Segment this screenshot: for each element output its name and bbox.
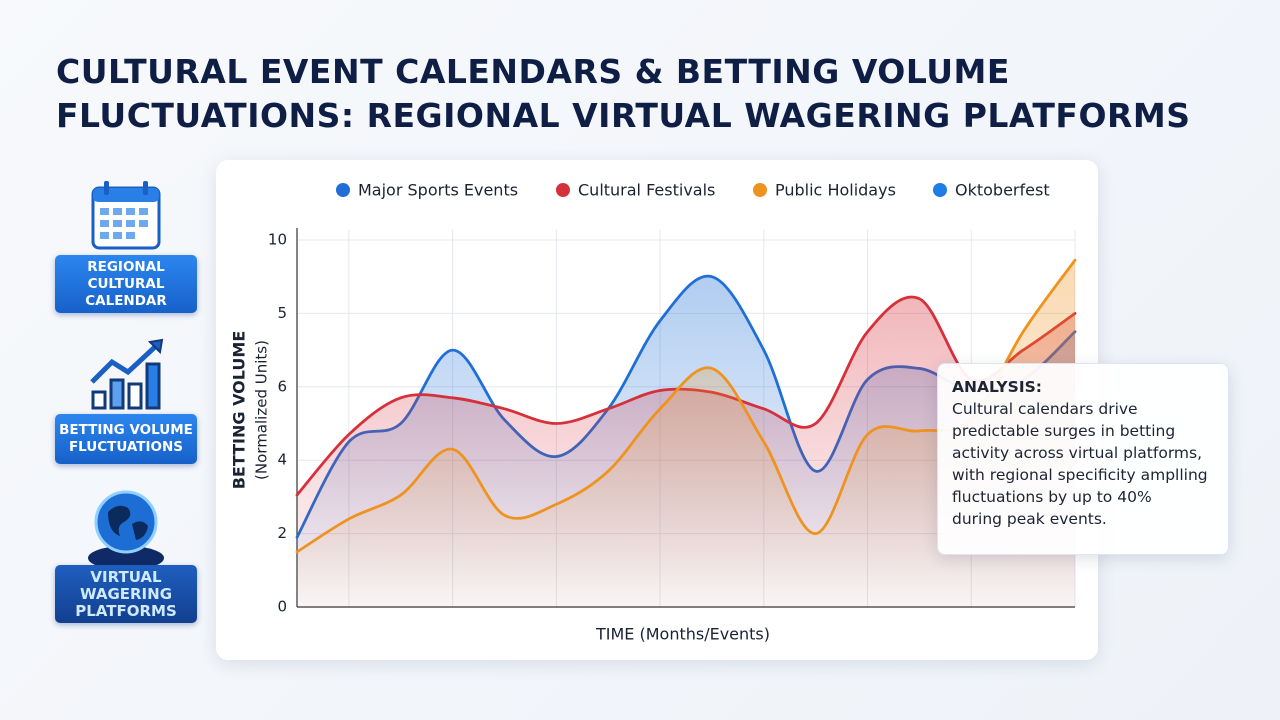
- y-axis-sublabel: (Normalized Units): [253, 340, 271, 480]
- y-tick-label: 4: [277, 451, 287, 469]
- sidebar-label: REGIONAL CULTURAL CALENDAR: [55, 255, 197, 313]
- analysis-line: activity across virtual platforms,: [952, 444, 1203, 462]
- legend-swatch: [556, 183, 570, 197]
- y-tick-label: 0: [277, 598, 287, 616]
- legend-label: Oktoberfest: [955, 181, 1050, 200]
- legend-swatch: [753, 183, 767, 197]
- area: [297, 260, 1075, 607]
- y-tick-label: 5: [277, 304, 287, 322]
- y-tick-label: 10: [268, 231, 287, 249]
- analysis-line: during peak events.: [952, 510, 1107, 528]
- bars-icon: [90, 338, 164, 410]
- sidebar-label: VIRTUAL WAGERING PLATFORMS: [55, 565, 197, 623]
- analysis-line: with regional specificity amplling: [952, 466, 1208, 484]
- analysis-line: Cultural calendars drive: [952, 400, 1138, 418]
- analysis-box: ANALYSIS: Cultural calendars drive predic…: [937, 363, 1229, 555]
- legend-label: Public Holidays: [775, 181, 896, 200]
- legend-label: Cultural Festivals: [578, 181, 715, 200]
- legend-label: Major Sports Events: [358, 181, 518, 200]
- title: CULTURAL EVENT CALENDARS & BETTING VOLUM…: [56, 50, 1191, 138]
- legend-swatch: [933, 183, 947, 197]
- y-axis-label: BETTING VOLUME: [230, 331, 249, 490]
- title-line: CULTURAL EVENT CALENDARS & BETTING VOLUM…: [56, 52, 1010, 91]
- y-tick-label: 2: [277, 524, 287, 542]
- legend-swatch: [336, 183, 350, 197]
- calendar-icon: [91, 181, 161, 250]
- title-line: FLUCTUATIONS: REGIONAL VIRTUAL WAGERING …: [56, 96, 1191, 135]
- analysis-heading: ANALYSIS:: [952, 378, 1042, 396]
- y-tick-label: 6: [277, 377, 287, 395]
- sidebar-label: BETTING VOLUME FLUCTUATIONS: [55, 414, 197, 464]
- x-axis-label: TIME (Months/Events): [595, 625, 770, 644]
- analysis-line: predictable surges in betting: [952, 422, 1176, 440]
- globe-icon: [88, 490, 164, 570]
- analysis-line: fluctuations by up to 40%: [952, 488, 1152, 506]
